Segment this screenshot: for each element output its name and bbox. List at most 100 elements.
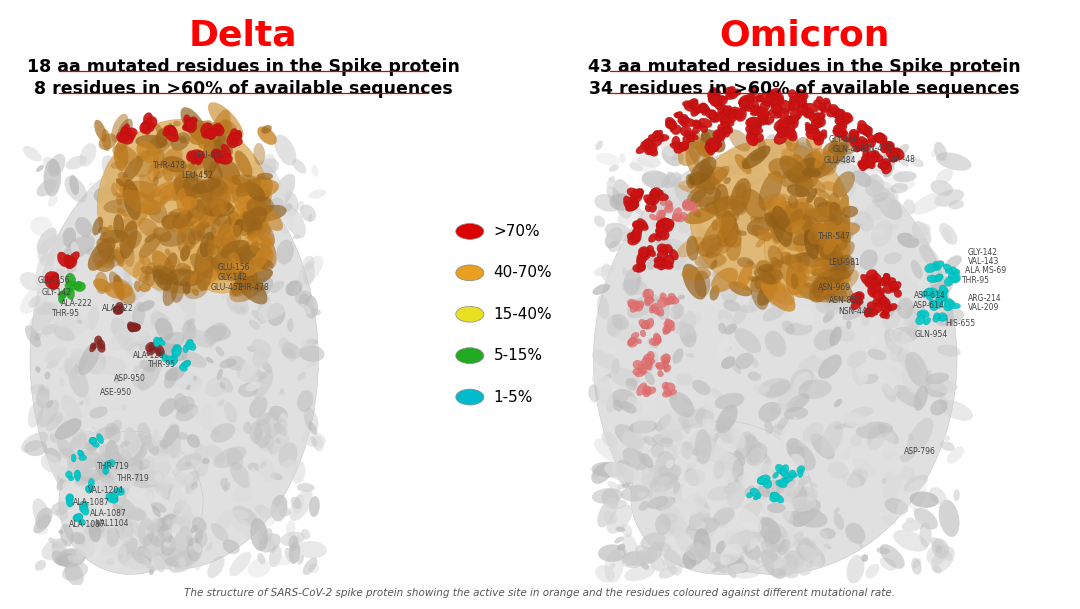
Ellipse shape (673, 348, 684, 364)
Ellipse shape (65, 257, 77, 269)
Ellipse shape (754, 270, 775, 290)
Ellipse shape (710, 112, 723, 123)
Ellipse shape (302, 557, 318, 575)
Ellipse shape (627, 299, 640, 309)
Ellipse shape (866, 151, 878, 162)
Ellipse shape (667, 293, 676, 304)
Ellipse shape (108, 213, 123, 233)
Ellipse shape (656, 497, 675, 510)
Ellipse shape (631, 191, 643, 203)
Ellipse shape (615, 537, 624, 543)
Ellipse shape (785, 127, 797, 141)
Ellipse shape (282, 348, 296, 359)
Ellipse shape (827, 462, 849, 479)
Text: ASN-969: ASN-969 (818, 283, 851, 292)
Ellipse shape (159, 340, 165, 346)
Ellipse shape (95, 353, 106, 371)
Ellipse shape (943, 264, 953, 272)
Ellipse shape (194, 407, 200, 420)
Ellipse shape (187, 240, 194, 253)
Ellipse shape (820, 100, 832, 113)
Ellipse shape (752, 105, 760, 116)
Ellipse shape (828, 241, 854, 264)
Ellipse shape (909, 491, 939, 508)
Ellipse shape (679, 114, 689, 127)
Ellipse shape (146, 167, 158, 180)
Ellipse shape (52, 541, 68, 565)
Ellipse shape (285, 191, 292, 200)
Ellipse shape (148, 123, 154, 132)
Ellipse shape (824, 261, 851, 284)
Ellipse shape (772, 104, 783, 114)
Ellipse shape (738, 304, 756, 313)
Ellipse shape (724, 107, 733, 117)
Ellipse shape (591, 463, 612, 484)
Ellipse shape (658, 209, 666, 219)
Ellipse shape (204, 169, 215, 181)
Ellipse shape (759, 144, 782, 163)
Ellipse shape (745, 125, 753, 133)
Ellipse shape (698, 234, 721, 256)
Ellipse shape (81, 506, 89, 515)
Ellipse shape (801, 218, 808, 231)
Ellipse shape (723, 470, 735, 484)
Ellipse shape (245, 181, 266, 202)
Ellipse shape (67, 240, 80, 264)
Ellipse shape (769, 161, 780, 174)
Ellipse shape (638, 363, 646, 374)
Ellipse shape (693, 520, 705, 530)
Ellipse shape (704, 145, 712, 153)
Ellipse shape (187, 434, 200, 448)
Ellipse shape (216, 509, 234, 532)
Ellipse shape (187, 325, 194, 333)
Ellipse shape (811, 275, 826, 298)
Ellipse shape (640, 453, 653, 468)
Ellipse shape (207, 239, 215, 256)
Ellipse shape (742, 505, 762, 547)
Ellipse shape (686, 518, 719, 537)
Ellipse shape (652, 307, 660, 315)
Ellipse shape (758, 276, 795, 306)
Ellipse shape (185, 462, 191, 466)
Ellipse shape (270, 426, 278, 435)
Ellipse shape (656, 193, 669, 201)
Ellipse shape (852, 468, 863, 475)
Ellipse shape (780, 554, 798, 577)
Ellipse shape (645, 371, 654, 385)
Ellipse shape (807, 220, 814, 227)
Ellipse shape (841, 206, 859, 217)
Ellipse shape (729, 109, 735, 116)
Ellipse shape (33, 515, 51, 533)
Ellipse shape (298, 293, 309, 308)
Ellipse shape (647, 484, 666, 509)
Ellipse shape (795, 161, 822, 197)
Ellipse shape (799, 467, 806, 477)
Ellipse shape (249, 242, 272, 256)
Ellipse shape (140, 251, 157, 263)
Ellipse shape (294, 284, 299, 297)
Ellipse shape (212, 204, 217, 209)
Ellipse shape (708, 89, 720, 104)
Ellipse shape (98, 220, 106, 231)
Ellipse shape (96, 524, 105, 532)
Ellipse shape (870, 220, 893, 247)
Ellipse shape (926, 283, 947, 300)
Ellipse shape (87, 306, 99, 330)
Ellipse shape (804, 202, 826, 217)
Ellipse shape (106, 527, 120, 547)
Ellipse shape (757, 477, 766, 485)
Ellipse shape (171, 132, 190, 151)
Ellipse shape (230, 262, 242, 291)
Ellipse shape (819, 133, 827, 140)
Ellipse shape (851, 132, 860, 142)
Ellipse shape (762, 479, 772, 488)
Ellipse shape (188, 225, 202, 245)
Ellipse shape (197, 178, 212, 189)
Ellipse shape (172, 188, 178, 201)
Ellipse shape (812, 135, 822, 141)
Ellipse shape (241, 207, 267, 232)
Ellipse shape (123, 435, 141, 459)
Ellipse shape (943, 227, 953, 244)
Ellipse shape (638, 247, 649, 257)
Ellipse shape (609, 164, 619, 172)
